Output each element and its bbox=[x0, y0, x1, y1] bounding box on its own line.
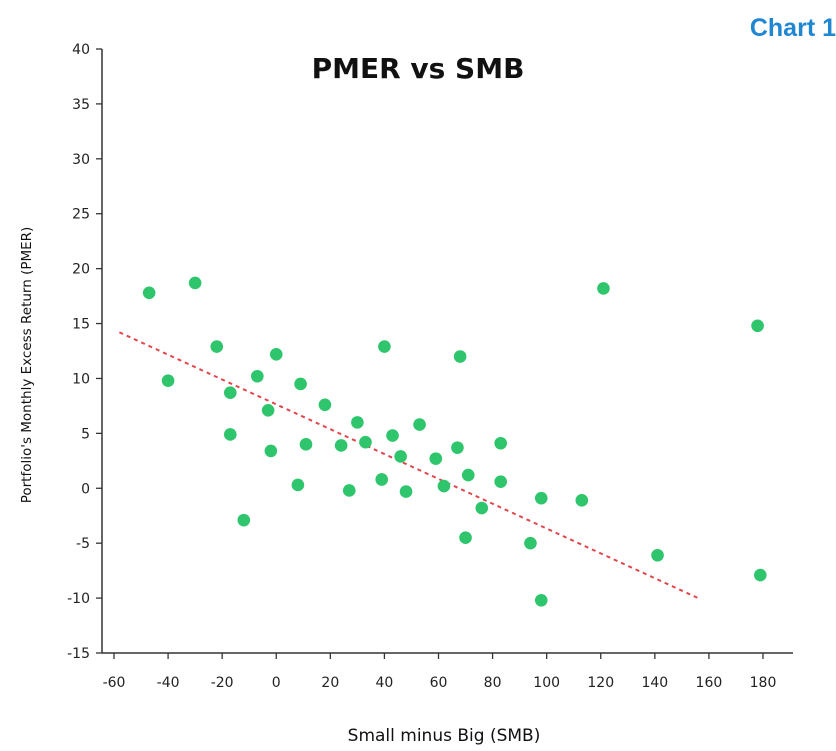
chart-title: PMER vs SMB bbox=[312, 52, 525, 85]
x-tick-label: 60 bbox=[430, 675, 448, 691]
x-tick-label: 160 bbox=[696, 675, 723, 691]
data-point bbox=[751, 319, 764, 333]
data-point bbox=[294, 377, 307, 391]
data-point bbox=[524, 536, 537, 550]
data-point bbox=[161, 374, 175, 387]
data-point bbox=[597, 282, 610, 295]
y-tick-label: -5 bbox=[76, 536, 90, 552]
x-axis-ticks: -60 -40 -20 0 20 40 60 80 100 120 140 160 180 bbox=[103, 653, 777, 691]
x-tick-label: 20 bbox=[321, 675, 339, 691]
data-point bbox=[413, 418, 426, 431]
trendline bbox=[118, 331, 699, 599]
data-point bbox=[651, 548, 664, 562]
y-tick-label: 15 bbox=[72, 317, 90, 333]
data-point bbox=[188, 276, 202, 290]
data-point bbox=[753, 568, 767, 582]
y-tick-label: -10 bbox=[67, 591, 90, 607]
data-point bbox=[299, 438, 313, 451]
data-point bbox=[394, 450, 407, 463]
y-tick-label: 10 bbox=[72, 371, 90, 387]
data-point bbox=[575, 494, 589, 507]
data-point bbox=[334, 439, 348, 452]
data-point bbox=[386, 429, 399, 442]
data-point bbox=[264, 444, 278, 458]
y-tick-label: 0 bbox=[81, 481, 90, 497]
y-tick-label: 40 bbox=[72, 42, 90, 58]
data-point bbox=[223, 386, 237, 400]
data-point bbox=[223, 428, 237, 441]
x-axis-title: Small minus Big (SMB) bbox=[348, 726, 541, 746]
chart-label: Chart 1 bbox=[749, 14, 836, 42]
x-tick-label: 140 bbox=[641, 675, 668, 691]
x-tick-label: 40 bbox=[376, 675, 394, 691]
data-point bbox=[210, 340, 224, 353]
data-point bbox=[251, 369, 264, 383]
x-tick-label: -60 bbox=[103, 675, 126, 691]
x-tick-label: -40 bbox=[157, 675, 180, 691]
y-axis-title: Portfolio's Monthly Excess Return (PMER) bbox=[19, 227, 35, 504]
data-point bbox=[351, 416, 364, 429]
data-point bbox=[459, 531, 472, 544]
data-point bbox=[429, 452, 443, 465]
x-tick-label: 0 bbox=[272, 675, 281, 691]
data-point bbox=[375, 473, 389, 486]
y-tick-label: 30 bbox=[72, 152, 90, 168]
y-tick-label: 5 bbox=[81, 426, 90, 442]
x-tick-label: -20 bbox=[211, 675, 234, 691]
data-point bbox=[475, 501, 489, 515]
y-tick-label: 35 bbox=[72, 97, 90, 113]
data-point bbox=[359, 435, 372, 449]
y-tick-label: 20 bbox=[72, 262, 90, 278]
data-point bbox=[451, 441, 464, 454]
data-points bbox=[142, 276, 767, 607]
data-point bbox=[534, 491, 548, 505]
data-point bbox=[269, 347, 283, 361]
y-tick-label: 25 bbox=[72, 207, 90, 223]
data-point bbox=[261, 404, 275, 417]
data-point bbox=[237, 513, 251, 527]
data-point bbox=[378, 340, 391, 353]
data-point bbox=[453, 350, 467, 363]
x-tick-label: 100 bbox=[533, 675, 560, 691]
data-point bbox=[318, 398, 332, 412]
y-axis-ticks: -15 -10 -5 0 5 10 15 20 25 30 35 40 bbox=[67, 42, 102, 662]
x-tick-label: 120 bbox=[587, 675, 614, 691]
data-point bbox=[399, 485, 413, 498]
data-point bbox=[461, 468, 475, 482]
data-point bbox=[534, 593, 548, 607]
data-point bbox=[494, 436, 507, 450]
data-point bbox=[342, 484, 356, 497]
y-tick-label: -15 bbox=[67, 646, 90, 662]
data-point bbox=[494, 475, 507, 488]
x-tick-label: 80 bbox=[484, 675, 502, 691]
x-tick-label: 180 bbox=[750, 675, 777, 691]
data-point bbox=[291, 478, 305, 492]
data-point bbox=[437, 479, 451, 493]
data-point bbox=[142, 286, 156, 300]
